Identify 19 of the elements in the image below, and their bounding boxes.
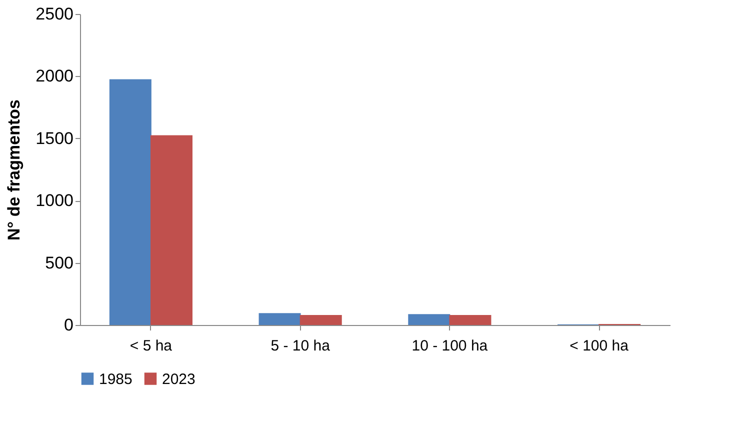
y-tick-label: 2000 xyxy=(36,66,74,86)
y-tick-label: 500 xyxy=(45,253,74,272)
bar xyxy=(449,315,492,325)
y-tick-label: 1500 xyxy=(36,128,74,148)
x-tick-label: < 100 ha xyxy=(570,338,630,354)
x-tick-label: < 5 ha xyxy=(130,338,173,354)
bar xyxy=(109,79,152,325)
bar xyxy=(408,314,450,325)
bar xyxy=(258,313,301,325)
y-tick-label: 1000 xyxy=(36,191,74,210)
legend-label: 2023 xyxy=(162,370,196,388)
bar xyxy=(300,315,342,325)
y-tick-label: 0 xyxy=(64,316,74,334)
bar xyxy=(150,135,192,325)
legend-label: 1985 xyxy=(99,370,132,388)
x-tick-label: 10 - 100 ha xyxy=(412,338,488,354)
x-tick-label: 5 - 10 ha xyxy=(270,338,331,354)
y-tick-label: 2500 xyxy=(36,4,74,24)
y-axis-title: N° de fragmentos xyxy=(4,100,24,240)
